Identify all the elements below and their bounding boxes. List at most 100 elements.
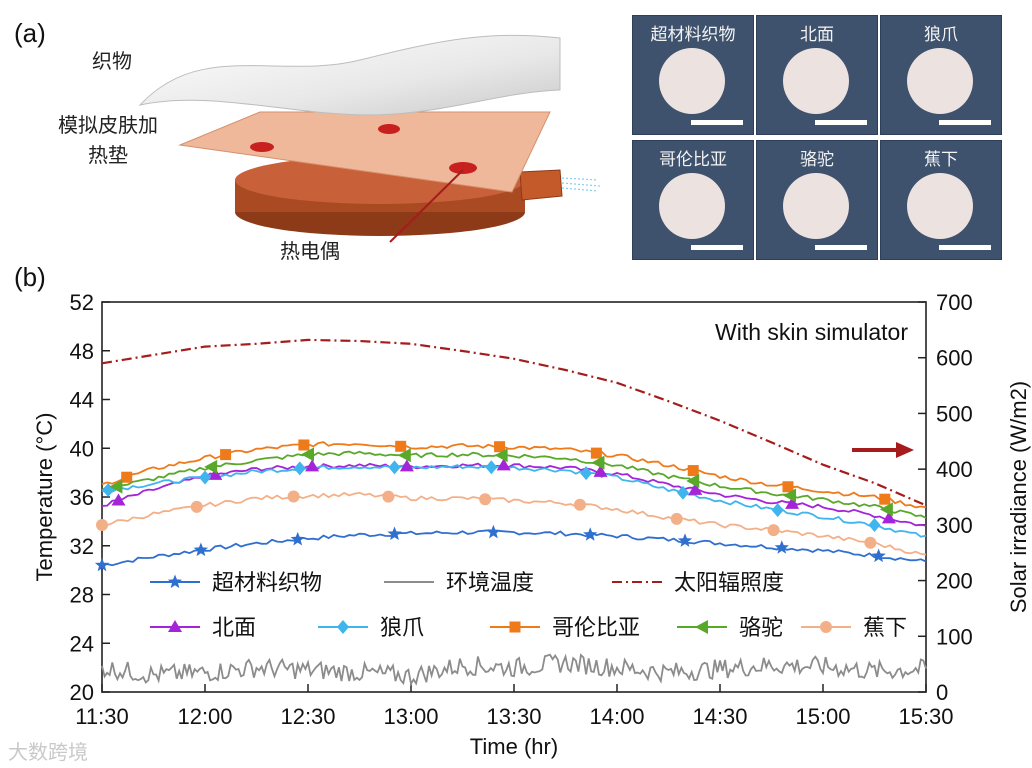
legend-marker <box>337 620 349 634</box>
x-tick-label: 11:30 <box>75 704 128 729</box>
x-tick-label: 15:30 <box>898 704 953 729</box>
scale-bar <box>691 120 743 125</box>
series-line-超材料织物 <box>101 529 927 567</box>
x-axis-label: Time (hr) <box>470 734 558 759</box>
photo-caption: 哥伦比亚 <box>659 150 727 170</box>
marker-北面 <box>496 458 511 471</box>
marker-骆驼 <box>109 479 123 494</box>
series-line-北面 <box>101 462 927 527</box>
marker-狼爪 <box>199 470 211 485</box>
thermocouple-pointer <box>389 169 464 243</box>
sample-disc <box>907 48 973 114</box>
y2-tick-label: 500 <box>936 401 973 426</box>
photo-metamaterial: 超材料织物 <box>632 15 754 135</box>
y-tick-label: 36 <box>70 485 94 510</box>
legend-label: 狼爪 <box>380 616 424 641</box>
y-tick-label: 32 <box>70 534 94 559</box>
marker-蕉下 <box>573 498 586 511</box>
marker-哥伦比亚 <box>879 493 891 505</box>
marker-北面 <box>785 496 800 509</box>
y-axis-label: Temperature (°C) <box>32 413 57 582</box>
marker-狼爪 <box>293 461 306 476</box>
marker-狼爪 <box>485 460 498 475</box>
watermark: 大数跨境 <box>8 736 88 765</box>
series-markers <box>94 439 896 572</box>
y2-axis-label: Solar irradiance (W/m2) <box>1006 381 1031 613</box>
marker-超材料织物 <box>774 540 789 554</box>
y-tick-label: 20 <box>70 680 94 705</box>
scale-bar <box>815 120 867 125</box>
marker-骆驼 <box>301 447 314 462</box>
marker-骆驼 <box>783 488 797 503</box>
temperature-chart: 20 24 28 32 36 40 44 48 52 0 100 200 300 400 500 600 700… <box>32 290 1031 759</box>
sample-disc <box>783 173 849 239</box>
legend-label: 超材料织物 <box>212 571 322 596</box>
y-tick-label: 44 <box>70 388 94 413</box>
legend-label: 环境温度 <box>446 571 534 596</box>
y-tick-label: 40 <box>70 436 94 461</box>
marker-蕉下 <box>190 500 203 513</box>
thermocouple-spot-2 <box>378 124 400 134</box>
series-line-太阳辐照度 <box>101 338 927 507</box>
label-skin-heater-1: 模拟皮肤加 <box>58 113 158 137</box>
x-tick-label: 14:30 <box>692 704 747 729</box>
x-tick-label: 13:30 <box>486 704 541 729</box>
marker-骆驼 <box>591 455 605 470</box>
marker-超材料织物 <box>677 533 693 547</box>
marker-哥伦比亚 <box>121 471 133 483</box>
legend-marker <box>695 620 708 634</box>
panel-a-label: (a) <box>14 18 46 48</box>
marker-北面 <box>399 459 414 472</box>
label-fabric: 织物 <box>92 49 132 73</box>
scale-bar <box>939 120 991 125</box>
y-tick-label: 48 <box>70 339 94 364</box>
y-tick-label: 24 <box>70 631 94 656</box>
marker-哥伦比亚 <box>220 449 232 461</box>
y2-tick-label: 600 <box>936 346 973 371</box>
legend-label: 北面 <box>212 616 256 641</box>
marker-狼爪 <box>868 518 881 533</box>
marker-超材料织物 <box>290 531 305 546</box>
y-tick-label: 52 <box>70 290 94 315</box>
y2-tick-label: 100 <box>936 624 973 649</box>
marker-蕉下 <box>864 536 877 549</box>
x-tick-label: 13:00 <box>383 704 438 729</box>
series-line-环境温度 <box>101 653 927 687</box>
marker-北面 <box>688 482 703 495</box>
marker-蕉下 <box>96 519 108 532</box>
y2-tick-label: 700 <box>936 290 973 315</box>
marker-超材料织物 <box>486 524 501 539</box>
x-tick-label: 15:00 <box>795 704 850 729</box>
y2-tick-label: 0 <box>936 680 948 705</box>
watermark-text: 大数跨境 <box>8 740 88 764</box>
marker-超材料织物 <box>387 526 402 540</box>
marker-超材料织物 <box>94 557 110 572</box>
series-line-蕉下 <box>101 491 927 556</box>
photo-caption: 骆驼 <box>800 150 834 170</box>
marker-哥伦比亚 <box>687 465 699 477</box>
photo-columbia: 哥伦比亚 <box>632 140 754 260</box>
series-line-骆驼 <box>101 450 927 519</box>
skin-simulator-diagram: 织物 模拟皮肤加 热垫 热电偶 <box>58 34 601 263</box>
fabric-sheet <box>138 34 561 116</box>
marker-蕉下 <box>767 524 780 537</box>
photo-caption: 超材料织物 <box>650 25 736 45</box>
marker-蕉下 <box>287 490 300 503</box>
x-tick-label: 14:00 <box>589 704 644 729</box>
marker-狼爪 <box>676 485 689 500</box>
marker-超材料织物 <box>583 527 598 541</box>
photo-caption: 蕉下 <box>924 150 958 170</box>
marker-骆驼 <box>204 459 218 474</box>
photo-camel: 骆驼 <box>756 140 878 260</box>
sample-disc <box>783 48 849 114</box>
sample-disc <box>907 173 973 239</box>
panel-b-label: (b) <box>14 262 46 292</box>
chart-annotation: With skin simulator <box>715 319 908 345</box>
scale-bar <box>691 245 743 250</box>
marker-哥伦比亚 <box>298 439 310 451</box>
legend-marker <box>167 574 183 589</box>
label-skin-heater-2: 热垫 <box>88 143 128 167</box>
x-tick-label: 12:00 <box>177 704 232 729</box>
marker-北面 <box>881 511 896 524</box>
photo-caption: 北面 <box>800 25 834 45</box>
